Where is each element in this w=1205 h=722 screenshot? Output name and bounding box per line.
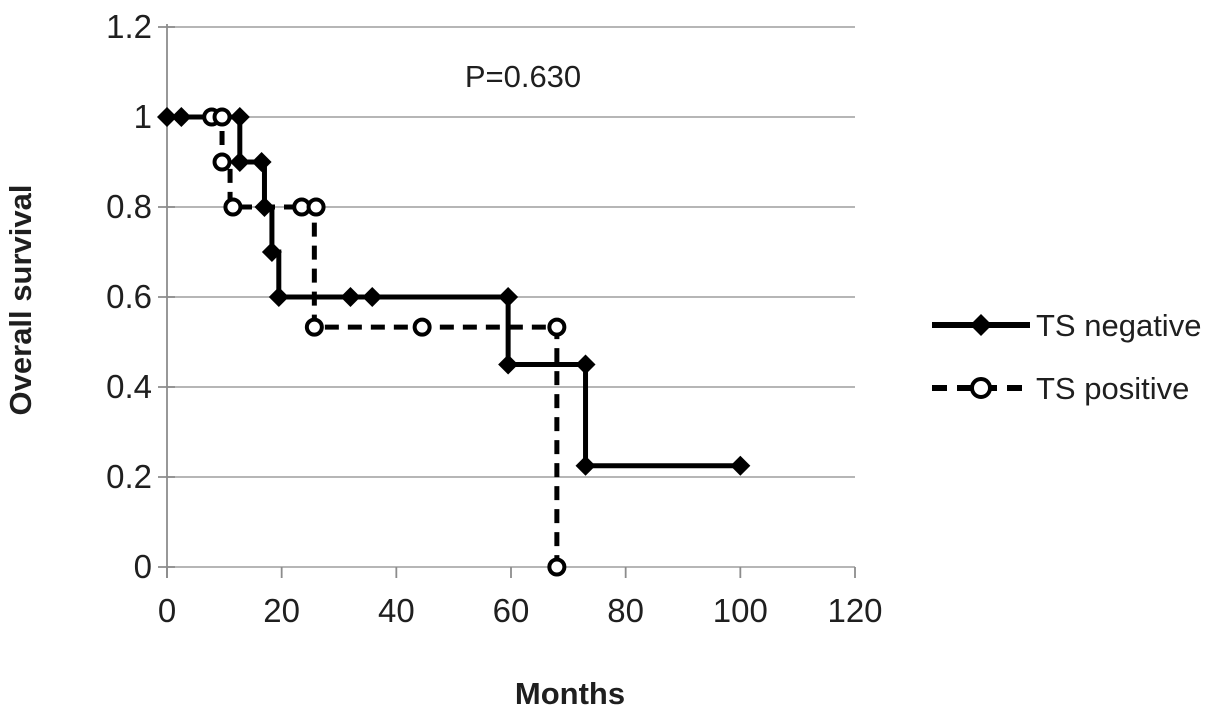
legend: TS negative TS positive (932, 308, 1201, 406)
filled-diamond-marker-icon (362, 287, 383, 307)
legend-item-ts-positive: TS positive (932, 371, 1189, 406)
filled-diamond-marker-icon (575, 455, 596, 476)
x-axis-title: Months (515, 676, 625, 711)
series-markers (157, 107, 751, 577)
y-tick-label: 0.8 (106, 188, 152, 225)
filled-diamond-marker-icon (157, 107, 177, 127)
filled-diamond-marker-icon (261, 242, 282, 262)
filled-diamond-marker-icon (254, 197, 275, 217)
open-circle-marker-icon (212, 152, 232, 172)
series-line-ts-negative (167, 114, 741, 469)
open-circle-marker-icon (412, 317, 432, 337)
x-tick-label: 20 (263, 592, 300, 629)
open-circle-marker-icon (547, 317, 567, 337)
open-circle-marker-icon (970, 377, 992, 399)
open-circle-marker-icon (547, 557, 567, 577)
filled-diamond-marker-icon (171, 107, 192, 127)
filled-diamond-marker-icon (970, 314, 992, 336)
open-circle-marker-icon (304, 317, 324, 337)
open-circle-marker-icon (223, 197, 243, 217)
legend-label-ts-negative: TS negative (1036, 308, 1201, 343)
x-tick-label: 40 (378, 592, 415, 629)
tick-labels: 1.2 1 0.8 0.6 0.4 0.2 00 20 40 60 80 100 120 (106, 8, 882, 629)
x-tick-label: 100 (713, 592, 768, 629)
y-tick-label: 0.4 (106, 368, 152, 405)
y-tick-label: 0.6 (106, 278, 152, 315)
p-value-annotation: P=0.630 (465, 59, 581, 94)
filled-diamond-marker-icon (229, 107, 250, 127)
filled-diamond-marker-icon (575, 354, 596, 375)
filled-diamond-marker-icon (730, 455, 751, 476)
filled-diamond-marker-icon (498, 287, 519, 307)
x-tick-label: 60 (493, 592, 530, 629)
open-circle-marker-icon (212, 107, 232, 127)
filled-diamond-marker-icon (268, 287, 289, 307)
y-axis-title: Overall survival (3, 185, 38, 416)
filled-diamond-marker-icon (498, 354, 519, 375)
legend-label-ts-positive: TS positive (1036, 371, 1189, 406)
open-circle-marker-icon (306, 197, 326, 217)
x-tick-label: 120 (827, 592, 882, 629)
x-tick-label: 80 (607, 592, 644, 629)
series-line-ts-positive (167, 114, 560, 567)
filled-diamond-marker-icon (251, 152, 272, 172)
x-tick-label: 0 (158, 592, 176, 629)
y-tick-label: 0.2 (106, 458, 152, 495)
y-tick-label: 1.2 (106, 8, 152, 45)
series-lines (167, 114, 741, 567)
filled-diamond-marker-icon (229, 152, 250, 172)
y-tick-label: 1 (134, 98, 152, 135)
filled-diamond-marker-icon (340, 287, 361, 307)
legend-item-ts-negative: TS negative (932, 308, 1201, 343)
y-tick-label: 0 (134, 548, 152, 585)
